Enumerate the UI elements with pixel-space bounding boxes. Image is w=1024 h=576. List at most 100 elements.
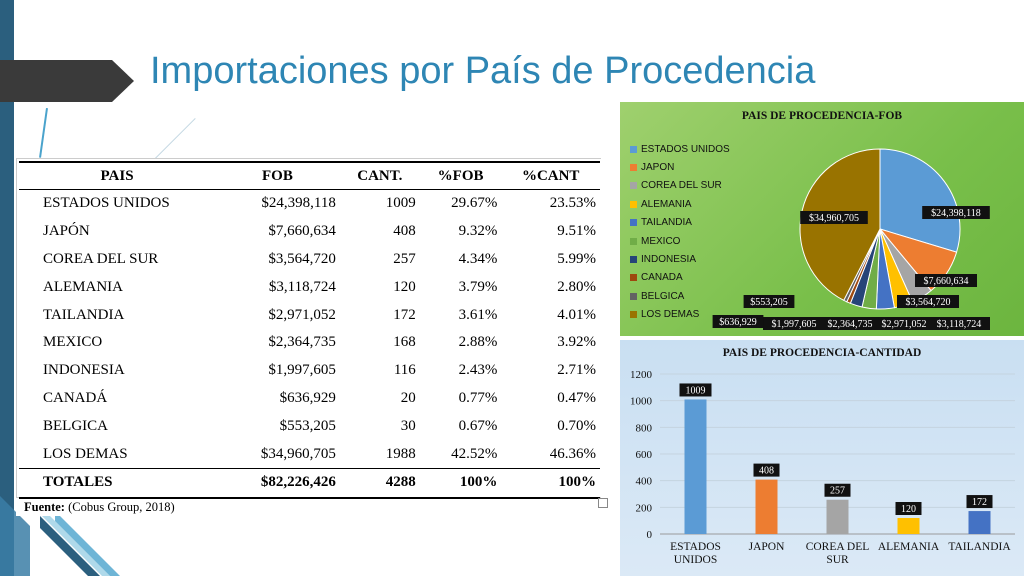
legend-item: CANADA <box>630 269 730 287</box>
legend-swatch <box>630 311 637 319</box>
cell-pfob: 0.67% <box>458 417 498 434</box>
cell-pcant: 0.47% <box>557 389 596 406</box>
table-row: TAILANDIA $2,971,052 172 3.61% 4.01% <box>19 301 600 329</box>
cell-pais: JAPÓN <box>43 223 90 240</box>
table-row: MEXICO $2,364,735 168 2.88% 3.92% <box>19 329 600 357</box>
header-pfob: %FOB <box>419 161 502 190</box>
cell-pais: COREA DEL SUR <box>43 250 159 267</box>
cell-cant: 168 <box>393 334 416 351</box>
pie-data-label-bg <box>922 206 990 219</box>
cell-fob: $34,960,705 <box>260 445 336 462</box>
legend-swatch <box>630 145 637 153</box>
legend-item: BELGICA <box>630 287 730 305</box>
cell-pcant: 3.92% <box>557 334 596 351</box>
bar <box>968 511 991 534</box>
pie-data-label: $3,118,724 <box>937 319 982 330</box>
pie-chart-canvas: $24,398,118 $7,660,634 $3,564,720 $3,118,72… <box>712 148 990 330</box>
cell-cant: 20 <box>400 389 416 406</box>
cell-pfob: 3.61% <box>458 306 498 323</box>
table-row: BELGICA $553,205 30 0.67% 0.70% <box>19 412 600 440</box>
cell-fob: $1,997,605 <box>268 362 336 379</box>
cell-fob: $2,364,735 <box>268 334 336 351</box>
cell-fob: $553,205 <box>279 417 336 434</box>
cell-pais: BELGICA <box>43 417 108 434</box>
x-category-label: TAILANDIA <box>948 541 1011 553</box>
cell-pfob: 42.52% <box>451 445 498 462</box>
y-tick-label: 200 <box>636 502 653 514</box>
source-text: (Cobus Group, 2018) <box>64 500 175 514</box>
cell-cant: 30 <box>400 417 416 434</box>
legend-label: INDONESIA <box>641 254 697 266</box>
legend-label: ALEMANIA <box>641 198 692 210</box>
cell-fob: $2,971,052 <box>268 306 336 323</box>
source-label: Fuente: <box>24 500 65 514</box>
cell-pcant: 100% <box>501 467 600 499</box>
table-row: LOS DEMAS $34,960,705 1988 42.52% 46.36% <box>19 440 600 468</box>
cell-fob: $82,226,426 <box>215 467 340 499</box>
bar <box>684 399 707 534</box>
cell-pfob: 100% <box>419 467 502 499</box>
header-fob: FOB <box>215 161 340 190</box>
cell-fob: $3,564,720 <box>268 250 336 267</box>
x-category-label: ESTADOS UNIDOS <box>670 541 721 566</box>
bar-data-label-bg <box>966 495 993 509</box>
cell-pfob: 0.77% <box>458 389 498 406</box>
legend-label: BELGICA <box>641 290 685 302</box>
bar-chart-cantidad: 0 200 400 600 800 1000 1200 1009 ESTADOS UNIDOS 40… <box>620 340 1024 576</box>
bar-data-label-bg <box>679 383 712 397</box>
table-row: ESTADOS UNIDOS $24,398,118 1009 29.67% 23.53… <box>19 190 600 218</box>
pie-data-label: $2,364,735 <box>828 319 873 330</box>
y-tick-label: 1200 <box>630 369 653 381</box>
cell-pfob: 9.32% <box>458 223 498 240</box>
legend-item: INDONESIA <box>630 250 730 268</box>
bar-data-label-bg <box>895 502 922 515</box>
x-category-label: JAPON <box>749 541 785 553</box>
cell-cant: 4288 <box>339 467 420 499</box>
table-row: JAPÓN $7,660,634 408 9.32% 9.51% <box>19 218 600 246</box>
y-tick-label: 800 <box>636 422 653 434</box>
table-total-row: TOTALES $82,226,426 4288 100% 100% <box>19 467 600 499</box>
bar <box>826 499 849 534</box>
decorative-line <box>152 118 196 162</box>
table-header-row: PAIS FOB CANT. %FOB %CANT <box>19 161 600 190</box>
bar-data-label: 1009 <box>686 385 706 396</box>
pie-data-label: $553,205 <box>750 297 788 308</box>
cell-pais: INDONESIA <box>43 362 125 379</box>
legend-label: MEXICO <box>641 235 681 247</box>
cell-pais: TAILANDIA <box>43 306 125 323</box>
cell-cant: 1988 <box>385 445 416 462</box>
pie-data-label-bg <box>928 317 990 330</box>
table-row: INDONESIA $1,997,605 116 2.43% 2.71% <box>19 357 600 385</box>
bar-data-label: 120 <box>901 504 916 515</box>
cell-fob: $7,660,634 <box>268 223 336 240</box>
pie-slice <box>879 148 961 253</box>
table-row: CANADÁ $636,929 20 0.77% 0.47% <box>19 385 600 413</box>
pie-data-label: $24,398,118 <box>931 208 981 219</box>
cell-fob: $636,929 <box>279 389 336 406</box>
cell-pcant: 4.01% <box>557 306 596 323</box>
cell-pais: TOTALES <box>19 467 215 499</box>
cell-cant: 116 <box>393 362 416 379</box>
legend-item: ESTADOS UNIDOS <box>630 140 730 158</box>
cell-fob: $3,118,724 <box>268 278 336 295</box>
pie-data-label: $1,997,605 <box>772 319 817 330</box>
legend-label: JAPON <box>641 162 675 174</box>
cell-cant: 1009 <box>385 195 416 212</box>
pie-data-label: $3,564,720 <box>906 297 951 308</box>
slide-title: Importaciones por País de Procedencia <box>150 50 816 92</box>
cell-fob: $24,398,118 <box>261 195 336 212</box>
legend-item: ALEMANIA <box>630 195 730 213</box>
header-cant: CANT. <box>339 161 420 190</box>
cell-pais: MEXICO <box>43 334 103 351</box>
table-row: ALEMANIA $3,118,724 120 3.79% 2.80% <box>19 273 600 301</box>
cell-pais: LOS DEMAS <box>43 445 128 462</box>
pie-data-label-bg <box>712 315 764 328</box>
bar <box>897 518 920 534</box>
cell-cant: 257 <box>393 250 416 267</box>
y-tick-label: 400 <box>636 476 653 488</box>
pie-data-label-bg <box>763 317 825 330</box>
pie-data-label: $7,660,634 <box>924 276 969 287</box>
pie-data-label: $34,960,705 <box>809 213 859 224</box>
legend-label: CANADA <box>641 272 683 284</box>
legend-swatch <box>630 164 637 172</box>
